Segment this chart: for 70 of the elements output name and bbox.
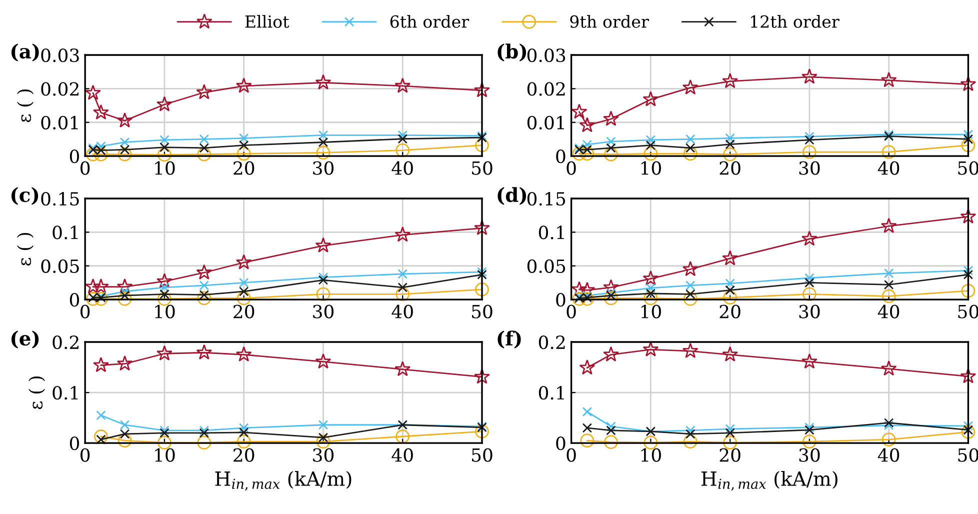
- y-tick-label: 0.01: [41, 116, 78, 130]
- x-tick-label: 30: [799, 304, 820, 318]
- legend-label: Elliot: [245, 15, 290, 28]
- x-tick-label: 10: [155, 304, 175, 318]
- x-axis-title: H$_{in,max}$ (kA/m): [702, 470, 838, 491]
- x-tick-label: 0: [566, 161, 576, 175]
- chart-title: (e): [12, 330, 39, 348]
- x-tick-label: 0: [566, 448, 576, 462]
- y-tick-label: 0.2: [52, 335, 78, 350]
- x-tick-label: 0: [80, 304, 90, 318]
- chart-title: (f): [498, 330, 521, 348]
- y-tick-label: 0: [556, 436, 566, 450]
- x-tick-label: 0: [80, 161, 90, 175]
- y-tick-label: 0: [556, 293, 566, 307]
- x-tick-label: 20: [720, 161, 740, 175]
- x-tick-label: 0: [80, 448, 90, 462]
- x-tick-label: 20: [234, 448, 254, 462]
- chart-title: (b): [498, 44, 526, 62]
- x-tick-label: 10: [641, 304, 661, 318]
- x-tick-label: 30: [313, 161, 334, 175]
- x-tick-label: 40: [392, 161, 413, 175]
- x-tick-label: 30: [313, 448, 334, 462]
- legend-label: 6th order: [390, 15, 470, 28]
- x-tick-label: 40: [878, 448, 900, 462]
- y-tick-label: 0.02: [527, 82, 565, 96]
- y-axis-title: ε ( ): [16, 233, 34, 266]
- x-tick-label: 10: [155, 161, 175, 175]
- y-axis-title: ε ( ): [28, 376, 46, 410]
- y-tick-label: 0.15: [41, 192, 79, 206]
- x-tick-label: 40: [878, 161, 900, 175]
- x-axis-title: H$_{in,max}$ (kA/m): [215, 470, 352, 491]
- x-tick-label: 50: [472, 161, 492, 175]
- x-tick-label: 50: [472, 304, 492, 318]
- chart-title: (a): [12, 44, 39, 62]
- x-tick-label: 20: [234, 161, 254, 175]
- x-tick-label: 0: [566, 304, 576, 318]
- x-tick-label: 20: [234, 304, 254, 318]
- x-tick-label: 30: [799, 448, 820, 462]
- y-tick-label: 0.05: [41, 259, 79, 273]
- x-tick-label: 10: [641, 448, 661, 462]
- y-tick-label: 0: [70, 150, 80, 164]
- y-tick-label: 0.1: [52, 226, 78, 240]
- y-axis-title: ε ( ): [16, 89, 34, 122]
- y-tick-label: 0.1: [538, 226, 564, 240]
- y-tick-label: 0.15: [527, 192, 566, 206]
- x-tick-label: 10: [155, 448, 175, 462]
- x-tick-label: 30: [313, 304, 334, 318]
- legend-label: 9th order: [570, 15, 649, 28]
- x-tick-label: 50: [472, 448, 492, 462]
- x-tick-label: 10: [641, 161, 661, 175]
- x-tick-label: 30: [799, 161, 820, 175]
- y-tick-label: 0.05: [527, 259, 566, 273]
- chart-title: (d): [498, 187, 526, 205]
- y-tick-label: 0: [70, 293, 80, 307]
- legend-label: 12th order: [750, 15, 840, 28]
- x-tick-label: 20: [720, 304, 740, 318]
- x-tick-label: 40: [878, 304, 900, 318]
- y-tick-label: 0.02: [41, 82, 78, 96]
- y-tick-label: 0: [70, 436, 80, 450]
- y-tick-label: 0.01: [527, 116, 564, 130]
- chart-title: (c): [12, 187, 38, 205]
- y-tick-label: 0.1: [52, 386, 78, 400]
- y-tick-label: 0.03: [527, 48, 566, 62]
- x-tick-label: 40: [392, 304, 413, 318]
- x-tick-label: 20: [720, 448, 740, 462]
- y-tick-label: 0: [556, 150, 566, 164]
- y-tick-label: 0.2: [538, 335, 565, 350]
- y-tick-label: 0.03: [41, 48, 79, 62]
- y-tick-label: 0.1: [538, 386, 564, 400]
- x-tick-label: 40: [392, 448, 413, 462]
